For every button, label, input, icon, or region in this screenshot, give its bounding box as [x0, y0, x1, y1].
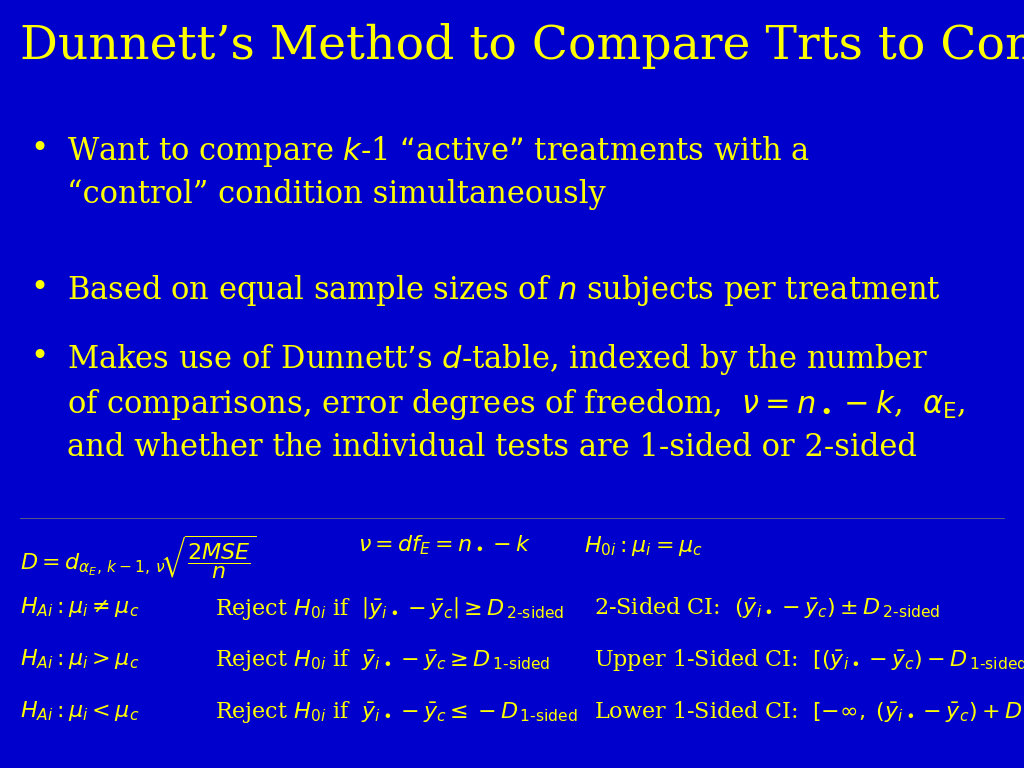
Text: Lower 1-Sided CI:  $\left[-\infty,\;\left(\bar{y}_{i\bullet} - \bar{y}_c\right) : Lower 1-Sided CI: $\left[-\infty,\;\left…	[594, 699, 1024, 724]
Text: $H_{Ai} : \mu_i \neq \mu_c$: $H_{Ai} : \mu_i \neq \mu_c$	[20, 595, 140, 619]
Text: $H_{0i} : \mu_i = \mu_c$: $H_{0i} : \mu_i = \mu_c$	[584, 534, 702, 558]
Text: $H_{Ai} : \mu_i < \mu_c$: $H_{Ai} : \mu_i < \mu_c$	[20, 699, 140, 723]
Text: Reject $H_{0i}$ if  $\bar{y}_{i\bullet} - \bar{y}_c \leq -D_{\,\mathrm{1\text{-}: Reject $H_{0i}$ if $\bar{y}_{i\bullet} -…	[215, 699, 578, 725]
Text: •: •	[31, 134, 49, 165]
Text: Reject $H_{0i}$ if  $\bar{y}_{i\bullet} - \bar{y}_c \geq D_{\,\mathrm{1\text{-}s: Reject $H_{0i}$ if $\bar{y}_{i\bullet} -…	[215, 647, 551, 673]
Text: Dunnett’s Method to Compare Trts to Control: Dunnett’s Method to Compare Trts to Cont…	[20, 23, 1024, 69]
Text: $\nu = df_E = n_\bullet - k$: $\nu = df_E = n_\bullet - k$	[358, 534, 531, 558]
Text: Based on equal sample sizes of $n$ subjects per treatment: Based on equal sample sizes of $n$ subje…	[67, 273, 940, 308]
Text: Makes use of Dunnett’s $d$-table, indexed by the number
of comparisons, error de: Makes use of Dunnett’s $d$-table, indexe…	[67, 342, 965, 463]
Text: Reject $H_{0i}$ if  $\left|\bar{y}_{i\bullet} - \bar{y}_c\right| \geq D_{\,\math: Reject $H_{0i}$ if $\left|\bar{y}_{i\bul…	[215, 595, 564, 622]
Text: Want to compare $k$-1 “active” treatments with a
“control” condition simultaneou: Want to compare $k$-1 “active” treatment…	[67, 134, 810, 210]
Text: $D = d_{\alpha_E,\,k-1,\,\nu}\!\sqrt{\dfrac{2MSE}{n}}$: $D = d_{\alpha_E,\,k-1,\,\nu}\!\sqrt{\df…	[20, 534, 257, 581]
Text: 2-Sided CI:  $\left(\bar{y}_{i\bullet} - \bar{y}_c\right) \pm D_{\,\mathrm{2\tex: 2-Sided CI: $\left(\bar{y}_{i\bullet} - …	[594, 595, 940, 621]
Text: $H_{Ai} : \mu_i > \mu_c$: $H_{Ai} : \mu_i > \mu_c$	[20, 647, 140, 670]
Text: •: •	[31, 342, 49, 372]
Text: Upper 1-Sided CI:  $\left[\left(\bar{y}_{i\bullet} - \bar{y}_c\right) - D_{\,\ma: Upper 1-Sided CI: $\left[\left(\bar{y}_{…	[594, 647, 1024, 673]
Text: •: •	[31, 273, 49, 303]
